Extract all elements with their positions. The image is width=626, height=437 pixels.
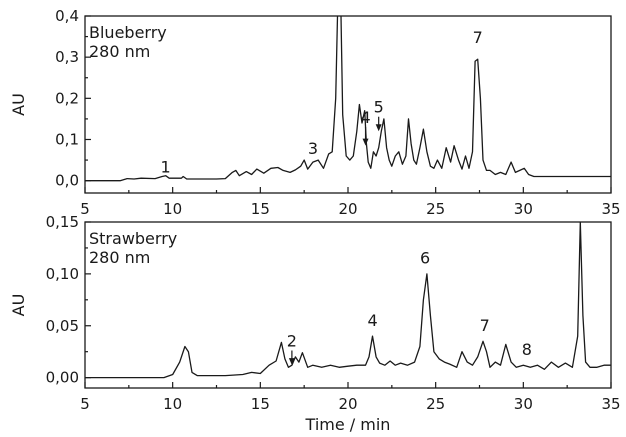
chromatogram-trace bbox=[85, 16, 611, 182]
peak-label-6: 6 bbox=[420, 249, 430, 268]
peak-label-8: 8 bbox=[522, 340, 532, 359]
wavelength-label: 280 nm bbox=[89, 248, 150, 267]
y-axis-title: AU bbox=[9, 93, 28, 116]
peak-arrowhead-4 bbox=[362, 138, 369, 146]
y-tick-label: 0,4 bbox=[55, 7, 79, 25]
x-tick-label: 20 bbox=[338, 395, 357, 413]
peak-label-1: 1 bbox=[161, 157, 171, 176]
peak-label-2: 2 bbox=[287, 332, 297, 351]
x-tick-label: 15 bbox=[251, 395, 270, 413]
x-tick-label: 30 bbox=[514, 200, 533, 218]
peak-label-5: 5 bbox=[374, 98, 384, 117]
y-tick-label: 0,10 bbox=[46, 265, 79, 283]
sample-name-label: Blueberry bbox=[89, 23, 167, 42]
wavelength-label: 280 nm bbox=[89, 42, 150, 61]
y-tick-label: 0,2 bbox=[55, 89, 79, 107]
y-tick-label: 0,00 bbox=[46, 369, 79, 387]
x-tick-label: 35 bbox=[601, 395, 620, 413]
x-tick-label: 5 bbox=[80, 200, 90, 218]
x-tick-label: 25 bbox=[426, 200, 445, 218]
peak-label-7: 7 bbox=[480, 316, 490, 335]
y-tick-label: 0,3 bbox=[55, 48, 79, 66]
x-tick-label: 10 bbox=[163, 395, 182, 413]
x-tick-label: 30 bbox=[514, 395, 533, 413]
peak-arrowhead-5 bbox=[375, 124, 382, 132]
peak-label-4: 4 bbox=[367, 311, 377, 330]
chromatogram-trace bbox=[85, 222, 611, 379]
blueberry-panel: 5 10 15 20 25 30 350,00,10,20,30,4AUBlueberry2… bbox=[9, 7, 621, 218]
peak-label-4: 4 bbox=[360, 108, 370, 127]
y-tick-label: 0,15 bbox=[46, 213, 79, 231]
x-axis-title: Time / min bbox=[305, 415, 391, 434]
x-tick-label: 20 bbox=[338, 200, 357, 218]
peak-label-3: 3 bbox=[308, 139, 318, 158]
y-tick-label: 0,0 bbox=[55, 172, 79, 190]
y-tick-label: 0,05 bbox=[46, 317, 79, 335]
strawberry-panel: 5 10 15 20 25 30 35 0,00 0,05 0,10 0,15 AU Time / mi… bbox=[9, 213, 621, 434]
y-axis-title: AU bbox=[9, 294, 28, 317]
x-tick-label: 25 bbox=[426, 395, 445, 413]
y-tick-label: 0,1 bbox=[55, 130, 79, 148]
peak-label-7: 7 bbox=[473, 28, 483, 47]
peak-arrowhead-2 bbox=[288, 358, 295, 366]
x-tick-label: 15 bbox=[251, 200, 270, 218]
x-tick-label: 5 bbox=[80, 395, 90, 413]
x-tick-label: 10 bbox=[163, 200, 182, 218]
x-tick-label: 35 bbox=[601, 200, 620, 218]
sample-name-label: Strawberry bbox=[89, 229, 177, 248]
